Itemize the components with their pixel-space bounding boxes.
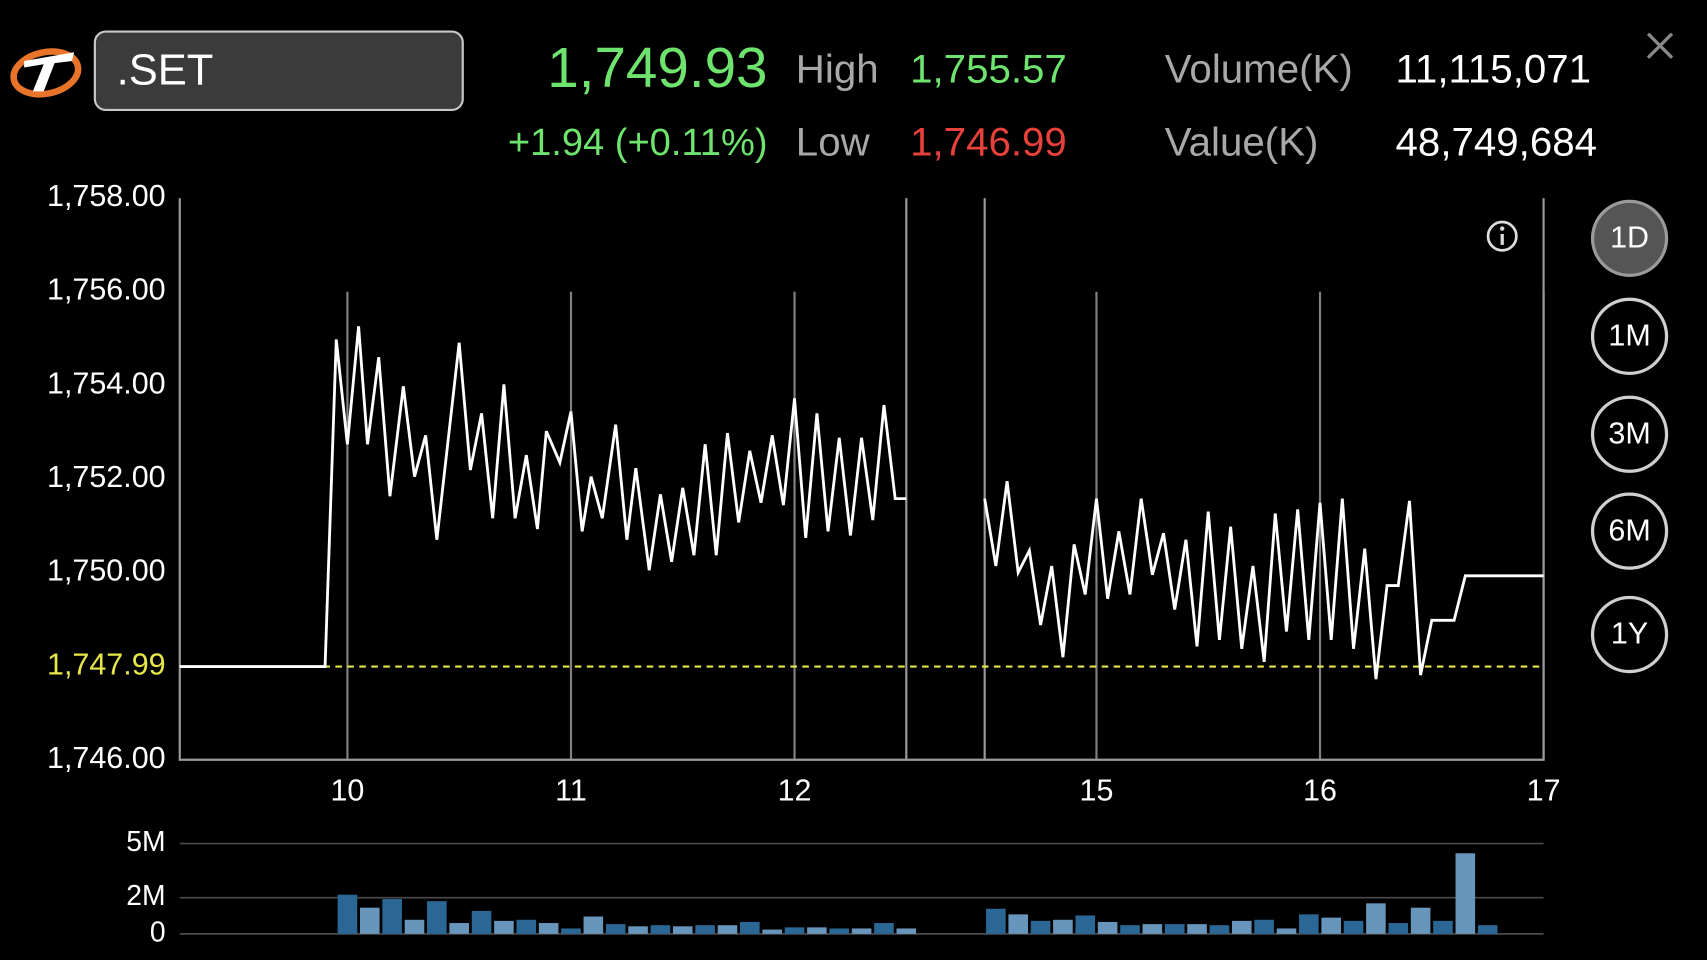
volume-bar: [672, 926, 693, 934]
volume-bar: [762, 929, 782, 934]
price-chart: 1,746.00 1,750.00 1,752.00 1,754.00 1,756.00…: [47, 179, 1561, 807]
volume-bar: [359, 907, 380, 934]
axis-frame: [178, 198, 1545, 761]
high-value: 1,755.57: [910, 46, 1067, 91]
value-value: 48,749,684: [1396, 119, 1598, 164]
reference-label: 1,747.99: [47, 648, 166, 682]
period-label[interactable]: 6M: [1608, 513, 1650, 547]
period-label[interactable]: 3M: [1608, 416, 1650, 450]
volume-bar: [1276, 928, 1297, 934]
volume-bar: [1366, 903, 1386, 934]
period-label[interactable]: 1Y: [1611, 617, 1648, 651]
volume-bar: [628, 926, 648, 934]
volume-bar: [583, 916, 604, 934]
volume-bar: [538, 923, 559, 934]
volume-value: 11,115,071: [1396, 46, 1592, 91]
price-change: +1.94 (+0.11%): [508, 122, 768, 164]
y-tick-label: 1,750.00: [47, 554, 166, 588]
volume-bar: [1120, 925, 1140, 934]
volume-bar: [986, 908, 1006, 934]
volume-bar: [1388, 923, 1409, 934]
volume-bar: [695, 925, 715, 934]
volume-bar: [740, 921, 760, 934]
volume-bar: [382, 899, 402, 934]
close-button[interactable]: [1646, 32, 1674, 59]
info-icon[interactable]: [1486, 220, 1518, 252]
y-tick-label: 2M: [126, 879, 165, 911]
x-tick-label: 16: [1303, 773, 1337, 807]
volume-bar: [1254, 919, 1274, 934]
x-tick-label: 17: [1527, 773, 1561, 807]
volume-bar: [874, 923, 894, 934]
volume-bar: [337, 894, 358, 934]
volume-bar: [561, 928, 581, 934]
y-tick-label: 1,754.00: [47, 366, 166, 400]
volume-bar: [1187, 924, 1207, 934]
volume-bar: [1299, 914, 1319, 934]
volume-bar: [1053, 919, 1073, 934]
low-label: Low: [796, 119, 871, 164]
volume-bar: [717, 925, 738, 934]
volume-bar: [1164, 924, 1185, 934]
x-tick-label: 12: [778, 773, 812, 807]
volume-bar: [1477, 925, 1498, 934]
volume-bar: [427, 901, 447, 934]
y-tick-label: 1,758.00: [47, 179, 166, 213]
volume-bar: [1097, 921, 1118, 934]
volume-bar: [1231, 920, 1252, 934]
volume-bar: [1410, 907, 1431, 934]
value-label: Value(K): [1165, 119, 1319, 164]
volume-bar: [1008, 914, 1029, 934]
volume-bar: [471, 910, 492, 934]
volume-bar: [1209, 925, 1230, 934]
logo: [10, 48, 82, 98]
volume-bar: [494, 920, 514, 934]
volume-bar: [1321, 917, 1341, 934]
symbol-box[interactable]: [93, 30, 464, 112]
volume-bar: [516, 919, 537, 934]
period-buttons: 1D 1M 3M 6M 1Y: [1590, 199, 1669, 674]
symbol[interactable]: .SET: [117, 46, 214, 94]
volume-bar: [605, 924, 626, 934]
last-price: 1,749.93: [547, 36, 767, 99]
period-button[interactable]: [1590, 199, 1669, 278]
x-tick-label: 11: [555, 773, 587, 807]
volume-bar: [449, 923, 469, 934]
volume-label: Volume(K): [1165, 46, 1353, 91]
x-tick-label: 10: [330, 773, 364, 807]
period-button[interactable]: [1590, 492, 1669, 570]
volume-bar: [404, 919, 425, 934]
volume-chart: 0 2M 5M: [126, 825, 1544, 947]
volume-bar: [1433, 920, 1453, 934]
volume-bar: [784, 927, 805, 934]
low-value: 1,746.99: [910, 119, 1067, 164]
y-tick-label: 0: [150, 915, 166, 947]
volume-bar: [1142, 924, 1163, 934]
x-tick-label: 15: [1080, 773, 1114, 807]
y-tick-label: 1,752.00: [47, 460, 166, 494]
volume-bar: [896, 928, 917, 934]
period-label[interactable]: 1D: [1610, 221, 1649, 255]
high-label: High: [796, 46, 879, 91]
volume-bar: [1030, 920, 1051, 934]
volume-bar: [851, 928, 872, 934]
period-button[interactable]: [1590, 297, 1669, 375]
y-tick-label: 1,756.00: [47, 273, 166, 307]
volume-bar: [1075, 915, 1096, 934]
y-tick-label: 1,746.00: [47, 741, 166, 775]
volume-bar: [807, 927, 827, 934]
volume-bar: [1343, 920, 1364, 934]
volume-bar: [829, 928, 850, 934]
volume-bar: [1455, 853, 1476, 934]
price-line: [179, 326, 1544, 680]
period-button[interactable]: [1590, 395, 1669, 473]
y-tick-label: 5M: [126, 825, 165, 857]
period-label[interactable]: 1M: [1608, 318, 1650, 352]
period-button[interactable]: [1590, 595, 1669, 674]
volume-bar: [650, 925, 671, 934]
